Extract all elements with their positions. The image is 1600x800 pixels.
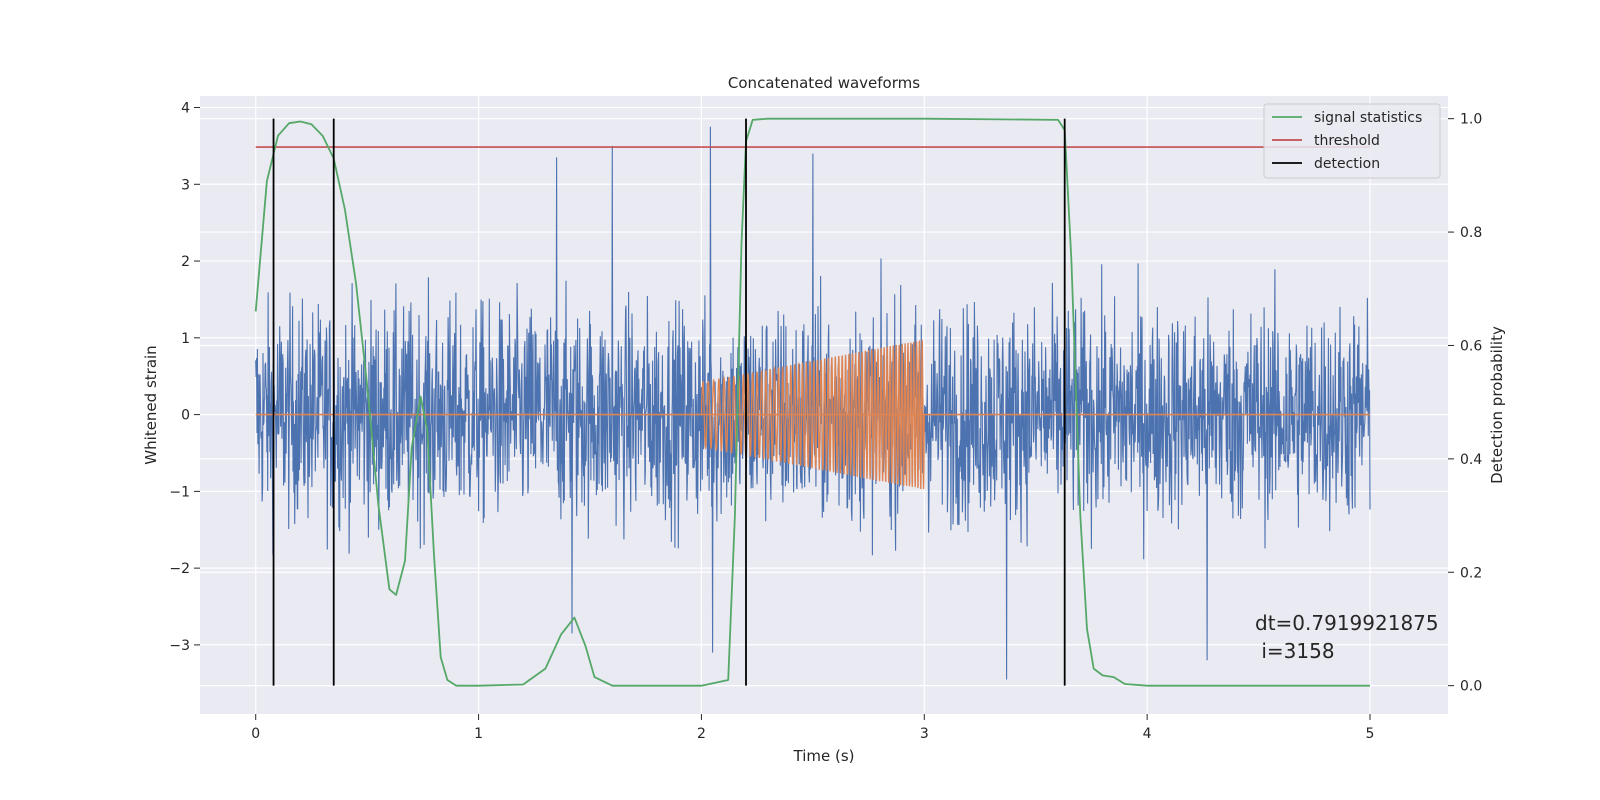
x-tick-label: 3 (920, 726, 929, 742)
y2-axis-label: Detection probability (1488, 326, 1506, 484)
detection-lines (272, 118, 1066, 686)
x-axis-label: Time (s) (793, 747, 855, 765)
y-tick-label: 0 (181, 408, 190, 424)
y2-tick-label: 0.4 (1460, 452, 1482, 468)
x-tick-label: 0 (251, 726, 260, 742)
strain-line (255, 126, 1371, 680)
signal-statistics-line (254, 117, 1370, 687)
y-axis-left: −3 −2 −1 0 1 2 3 4 (169, 101, 200, 654)
y-tick-label: −2 (169, 561, 190, 577)
x-tick-label: 2 (697, 726, 706, 742)
legend-label-detection: detection (1314, 156, 1380, 172)
y2-tick-label: 0.0 (1460, 679, 1482, 695)
strain-series (255, 126, 1371, 680)
y2-tick-label: 0.8 (1460, 225, 1482, 241)
x-axis: 0 1 2 3 4 5 (251, 714, 1374, 742)
y-tick-label: −3 (169, 638, 190, 654)
signal-statistics-series (254, 117, 1370, 687)
y-tick-label: −1 (169, 484, 190, 500)
y-axis-right: 0.0 0.2 0.4 0.6 0.8 1.0 (1448, 112, 1482, 695)
annotation-dt: dt=0.7919921875 (1255, 611, 1439, 635)
y-tick-label: 3 (181, 177, 190, 193)
x-tick-label: 5 (1366, 726, 1375, 742)
y-tick-label: 1 (181, 331, 190, 347)
y2-tick-label: 0.2 (1460, 565, 1482, 581)
legend: signal statistics threshold detection (1263, 103, 1441, 179)
legend-box (1263, 103, 1441, 179)
y-tick-label: 2 (181, 254, 190, 270)
y2-tick-label: 0.6 (1460, 338, 1482, 354)
y2-tick-label: 1.0 (1460, 112, 1482, 128)
x-tick-label: 1 (474, 726, 483, 742)
legend-label-threshold: threshold (1314, 133, 1380, 149)
y-tick-label: 4 (181, 101, 190, 117)
chart-title: Concatenated waveforms (728, 74, 920, 92)
x-tick-label: 4 (1143, 726, 1152, 742)
annotation-index: i=3158 (1255, 639, 1335, 663)
y-axis-label: Whitened strain (142, 345, 160, 464)
legend-label-signal-statistics: signal statistics (1314, 110, 1422, 126)
